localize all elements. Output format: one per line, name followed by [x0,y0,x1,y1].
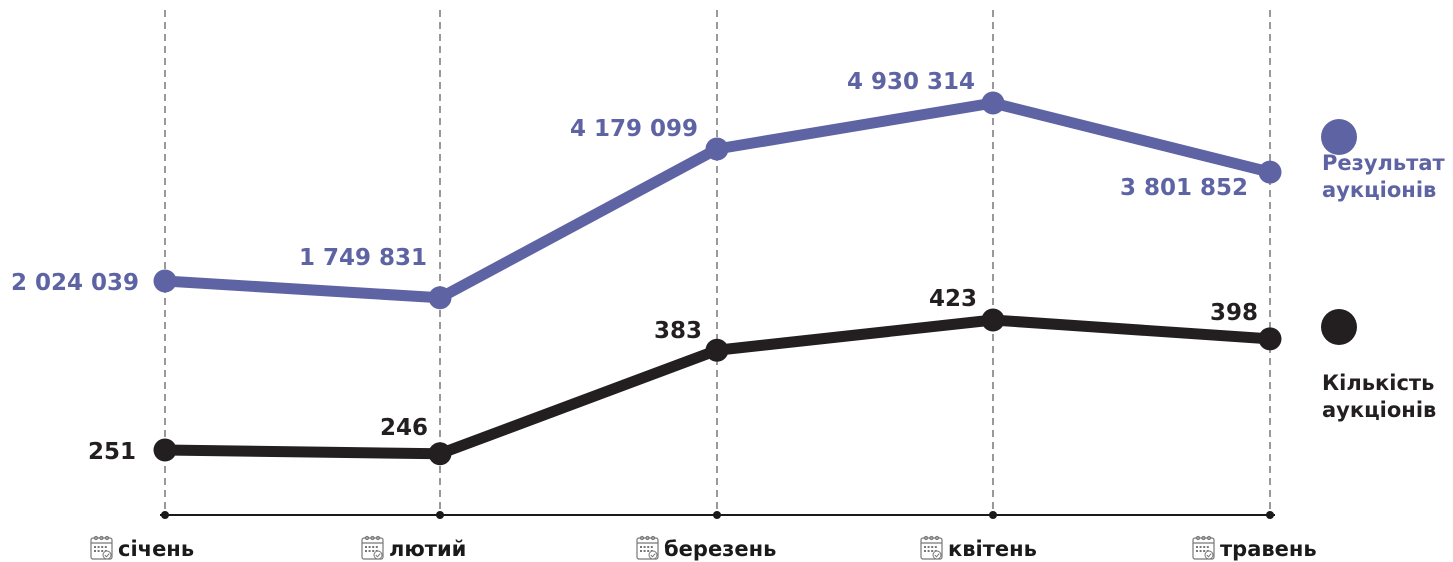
data-point-count-0 [153,438,177,462]
data-point-count-3 [981,308,1005,332]
calendar-icon [1192,535,1215,560]
legend-label-results-line1: Результат [1322,151,1446,175]
data-point-results-4 [1258,160,1282,184]
data-point-results-1 [428,286,452,310]
legend-label-results-line2: аукціонів [1322,178,1436,202]
data-point-results-3 [981,91,1005,115]
x-axis [160,511,1275,519]
x-axis-tick-3 [989,511,997,519]
data-point-results-2 [705,137,729,161]
calendar-icon [361,535,384,560]
x-tick-label-2: березень [664,537,776,561]
legend-item-count: Кількість аукціонів [1321,309,1436,422]
data-labels: 2 024 039 1 749 831 4 179 099 4 930 314 3 80… [11,69,1258,465]
x-tick-label-3: квітень [948,537,1037,561]
series-layer [153,91,1282,466]
data-label-results-0: 2 024 039 [11,270,139,296]
data-point-count-1 [428,442,452,466]
data-label-count-3: 423 [929,286,977,312]
data-label-results-4: 3 801 852 [1120,175,1248,201]
data-label-count-0: 251 [88,439,136,465]
calendar-icon [90,535,113,560]
calendar-icon [920,535,943,560]
x-tick-label-0: січень [118,537,194,561]
legend-item-results: Результат аукціонів [1321,119,1446,202]
data-point-count-2 [705,338,729,362]
data-label-results-2: 4 179 099 [570,116,698,142]
legend-marker-count [1321,309,1357,345]
data-label-count-4: 398 [1210,300,1258,326]
x-tick-label-1: лютий [389,537,466,561]
x-tick-label-4: травень [1220,537,1317,561]
x-axis-tick-4 [1266,511,1274,519]
x-axis-tick-1 [436,511,444,519]
x-axis-tick-2 [713,511,721,519]
data-label-count-1: 246 [380,415,428,441]
calendar-icon [636,535,659,560]
data-label-results-3: 4 930 314 [847,69,975,95]
data-point-results-0 [153,269,177,293]
legend-label-count-line1: Кількість [1322,371,1434,395]
data-label-results-1: 1 749 831 [299,245,427,271]
x-axis-tick-0 [161,511,169,519]
legend: Результат аукціонів Кількість аукціонів [1321,119,1446,422]
data-point-count-4 [1258,327,1282,351]
x-tick-labels: січень лютий березень квітень травень [90,535,1317,561]
legend-label-count-line2: аукціонів [1322,398,1436,422]
legend-marker-results [1321,119,1357,155]
data-label-count-2: 383 [654,318,702,344]
